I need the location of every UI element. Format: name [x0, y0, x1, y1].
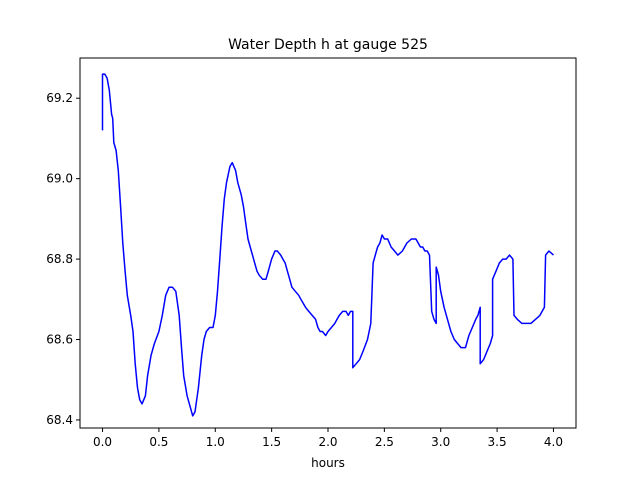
x-axis-label: hours	[311, 456, 345, 470]
y-tick-label: 68.4	[46, 413, 73, 427]
y-tick-label: 69.0	[46, 172, 73, 186]
x-tick-label: 4.0	[544, 435, 563, 449]
x-tick-label: 1.5	[262, 435, 281, 449]
x-tick-label: 2.0	[318, 435, 337, 449]
y-tick-label: 68.8	[46, 252, 73, 266]
chart-title: Water Depth h at gauge 525	[228, 37, 428, 53]
x-axis: 0.0 0.5 1.0 1.5 2.0 2.5 3.0 3.5 4.0	[93, 428, 563, 449]
x-tick-label: 3.5	[488, 435, 507, 449]
x-tick-label: 0.5	[149, 435, 168, 449]
x-tick-label: 2.5	[375, 435, 394, 449]
plot-area	[79, 57, 577, 429]
y-tick-label: 69.2	[46, 91, 73, 105]
series-line-water-depth	[101, 73, 554, 417]
x-tick-label: 3.0	[431, 435, 450, 449]
y-tick-label: 68.6	[46, 333, 73, 347]
y-axis: 68.4 68.6 68.8 69.0 69.2	[46, 91, 80, 427]
x-tick-label: 1.0	[206, 435, 225, 449]
x-tick-label: 0.0	[93, 435, 112, 449]
plot-frame	[79, 57, 577, 429]
